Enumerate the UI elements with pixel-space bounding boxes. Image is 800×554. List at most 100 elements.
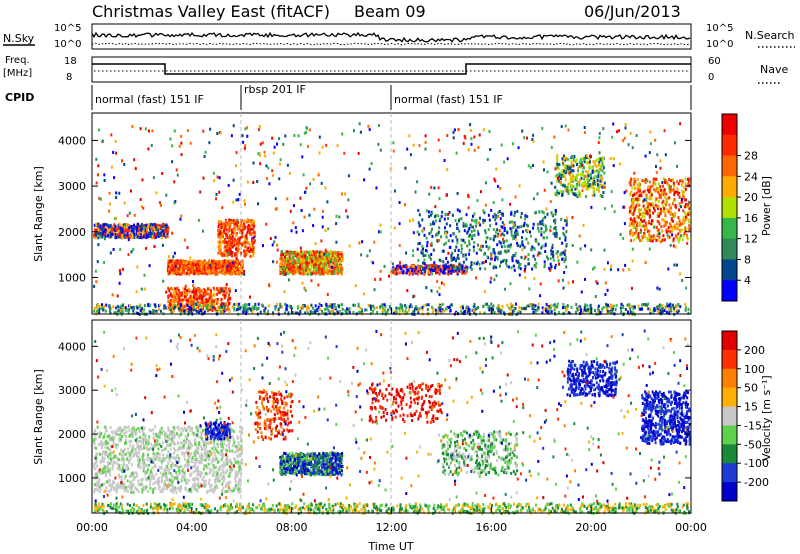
echo-cell [252, 251, 255, 255]
echo-cell [180, 309, 183, 313]
echo-cell [225, 232, 228, 236]
echo-cell [492, 304, 495, 308]
echo-cell [614, 308, 617, 312]
echo-cell [678, 239, 681, 243]
echo-cell [288, 304, 291, 308]
echo-cell [424, 266, 427, 270]
echo-cell [205, 291, 208, 295]
echo-cell [184, 266, 187, 270]
echo-cell [246, 307, 249, 311]
echo-cell [123, 230, 126, 234]
echo-cell [103, 304, 106, 308]
echo-cell [234, 261, 237, 264]
echo-cell [436, 239, 439, 243]
echo-cell [130, 235, 133, 239]
echo-cell [171, 263, 174, 267]
echo-cell [581, 170, 584, 174]
echo-cell [540, 227, 543, 231]
echo-cell [417, 269, 420, 273]
echo-cell [570, 163, 573, 167]
echo-cell [237, 272, 240, 276]
echo-cell [671, 213, 674, 216]
echo-cell [123, 225, 126, 229]
echo-cell [597, 187, 599, 191]
echo-cell [181, 303, 184, 307]
beam-label: Beam 09 [354, 2, 426, 21]
echo-cell [641, 220, 644, 224]
echo-cell [203, 299, 206, 303]
echo-cell [206, 261, 208, 265]
echo-cell [400, 265, 403, 269]
echo-cell [141, 223, 143, 227]
echo-cell [560, 251, 563, 255]
echo-cell [232, 263, 235, 267]
echo-cell [444, 226, 446, 230]
echo-cell [661, 201, 664, 205]
echo-cell [668, 303, 671, 307]
echo-cell [324, 251, 327, 255]
echo-cell [630, 208, 633, 212]
echo-cell [460, 267, 463, 271]
echo-cell [479, 223, 481, 227]
echo-cell [442, 260, 445, 264]
echo-cell [430, 241, 433, 245]
echo-cell [241, 231, 244, 235]
echo-cell [229, 223, 232, 227]
echo-cell [584, 303, 587, 307]
echo-cell [657, 200, 660, 203]
echo-cell [524, 264, 527, 268]
echo-cell [149, 234, 152, 238]
echo-cell [115, 306, 118, 310]
echo-cell [645, 227, 648, 231]
echo-cell [431, 212, 434, 215]
echo-cell [647, 188, 649, 192]
echo-cell [678, 219, 681, 223]
echo-cell [135, 232, 138, 236]
echo-cell [145, 230, 148, 234]
echo-cell [541, 311, 544, 315]
echo-cell [438, 272, 441, 276]
echo-cell [323, 266, 325, 270]
echo-cell [198, 263, 200, 267]
echo-cell [458, 269, 461, 273]
echo-cell [654, 199, 657, 203]
echo-cell [242, 310, 245, 314]
echo-cell [673, 193, 676, 197]
echo-cell [101, 235, 104, 239]
echo-cell [525, 223, 528, 227]
echo-cell [432, 220, 435, 224]
echo-cell [219, 246, 222, 250]
echo-cell [137, 231, 140, 235]
echo-cell [176, 286, 179, 290]
echo-cell [554, 266, 557, 270]
echo-cell [555, 228, 558, 232]
cpid-label: CPID [5, 91, 34, 104]
echo-cell [564, 255, 567, 259]
echo-cell [687, 213, 690, 217]
echo-cell [291, 311, 294, 314]
echo-cell [286, 257, 289, 261]
echo-cell [590, 176, 593, 180]
echo-cell [228, 239, 231, 243]
echo-cell [251, 244, 254, 248]
echo-cell [468, 239, 470, 243]
echo-cell [97, 228, 100, 232]
echo-cell [503, 233, 506, 237]
echo-cell [489, 224, 492, 228]
echo-cell [99, 231, 102, 235]
echo-cell [631, 186, 634, 190]
echo-cell [227, 222, 229, 226]
echo-cell [334, 254, 337, 258]
echo-cell [96, 309, 99, 313]
echo-cell [471, 237, 474, 241]
echo-cell [139, 309, 142, 313]
echo-cell [650, 193, 653, 197]
echo-cell [244, 306, 247, 310]
echo-cell [149, 303, 152, 307]
echo-cell [680, 183, 683, 187]
echo-cell [222, 310, 225, 313]
echo-cell [101, 303, 103, 307]
echo-cell [466, 268, 468, 272]
echo-cell [574, 175, 577, 179]
echo-cell [325, 253, 327, 257]
